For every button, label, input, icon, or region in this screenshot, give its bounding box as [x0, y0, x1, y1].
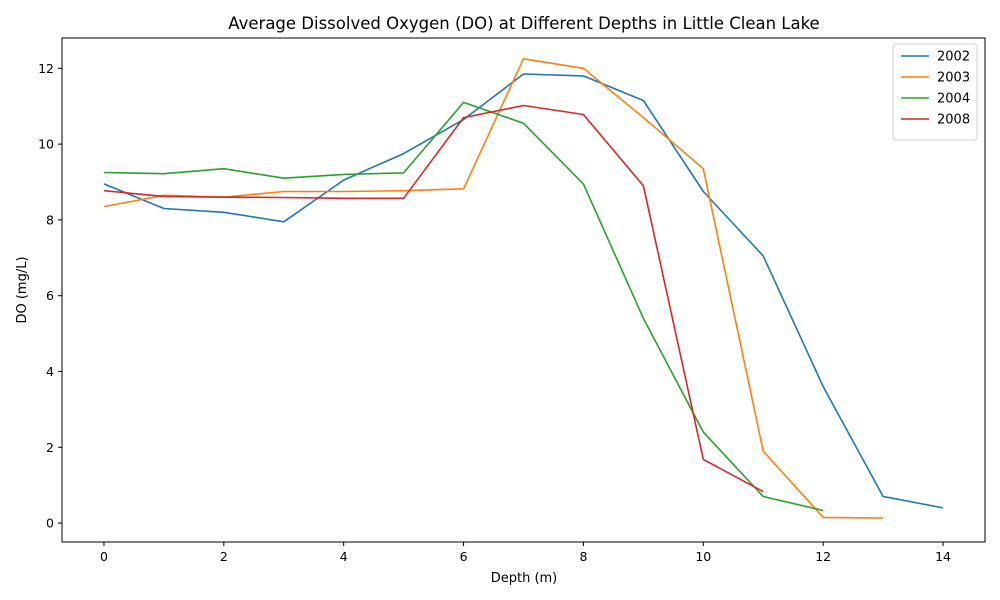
- legend-label-2003: 2003: [937, 71, 970, 86]
- x-tick-label: 4: [340, 549, 348, 564]
- y-tick-label: 6: [46, 288, 54, 303]
- plot-frame: [61, 37, 986, 543]
- legend-label-2008: 2008: [937, 113, 970, 128]
- series-line-2003: [103, 57, 884, 519]
- y-tick-label: 10: [38, 137, 54, 152]
- y-axis: 0 2 4 6 8 10 12: [38, 61, 62, 531]
- x-tick-label: 14: [935, 549, 951, 564]
- legend-label-2002: 2002: [937, 50, 970, 65]
- x-tick-label: 10: [695, 549, 711, 564]
- legend-label-2004: 2004: [937, 92, 970, 107]
- y-axis-label: DO (mg/L): [15, 256, 30, 323]
- x-tick-label: 0: [100, 549, 108, 564]
- series-line-2008: [103, 104, 764, 493]
- y-tick-label: 2: [46, 440, 54, 455]
- x-tick-label: 8: [579, 549, 587, 564]
- series-layer: [103, 57, 944, 519]
- series-line-2002: [103, 73, 944, 509]
- chart-title: Average Dissolved Oxygen (DO) at Differe…: [228, 14, 819, 33]
- series-line-2004: [103, 101, 824, 512]
- x-tick-label: 12: [815, 549, 831, 564]
- x-axis-label: Depth (m): [491, 571, 558, 586]
- y-tick-label: 8: [46, 212, 54, 227]
- x-tick-label: 6: [460, 549, 468, 564]
- y-tick-label: 4: [46, 364, 54, 379]
- y-tick-label: 0: [46, 516, 54, 531]
- x-axis: 0 2 4 6 8 10 12 14: [100, 542, 951, 564]
- legend: 2002 2003 2004 2008: [892, 43, 978, 141]
- y-tick-label: 12: [38, 61, 54, 76]
- plot-area: [62, 38, 985, 542]
- legend-box: [892, 43, 978, 141]
- x-tick-label: 2: [220, 549, 228, 564]
